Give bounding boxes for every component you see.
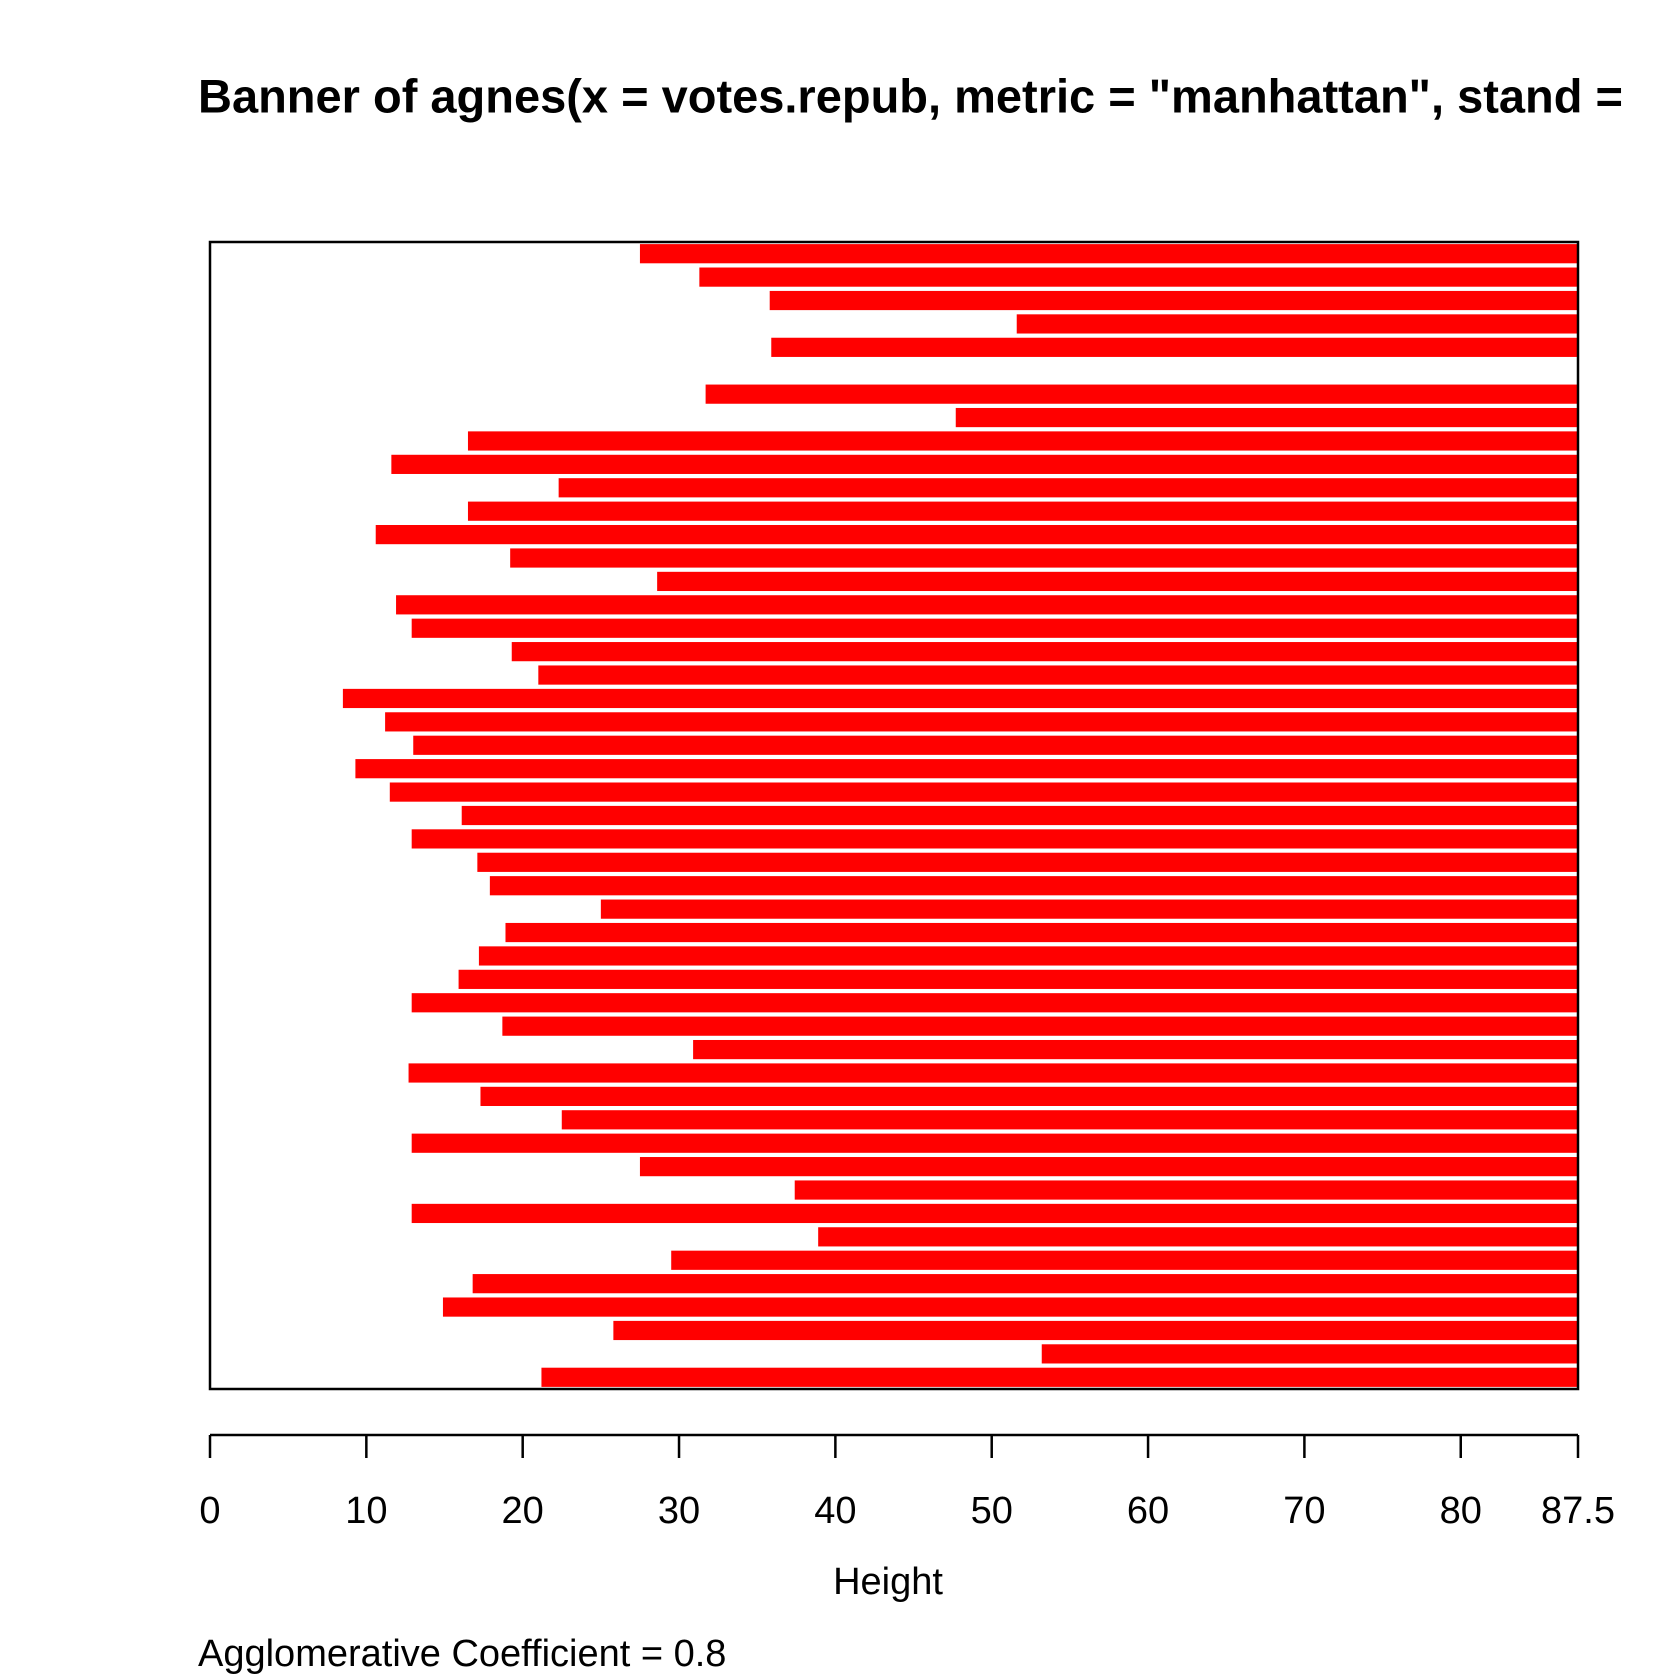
bar [502,1016,1579,1036]
x-tick-label: 20 [502,1490,544,1532]
bar [489,876,1578,896]
bar [671,1250,1578,1270]
bar [613,1320,1578,1341]
x-tick-label: 80 [1440,1490,1482,1532]
bar [1016,314,1578,334]
bar [342,688,1579,709]
bar [510,548,1579,568]
bar [461,805,1578,826]
bar [818,1227,1578,1247]
x-tick-label: 40 [814,1490,856,1532]
bar [771,337,1578,357]
bar [600,899,1578,919]
bar [511,642,1578,662]
bar [561,1110,1578,1130]
chart-title: Banner of agnes(x = votes.repub, metric … [198,69,1623,122]
bar [467,501,1579,521]
bar [639,1157,1578,1177]
bar [639,244,1578,264]
bar [480,1086,1578,1106]
x-tick-label: 70 [1283,1490,1325,1532]
bar [769,290,1578,311]
x-tick-label: 87.5 [1541,1490,1615,1532]
bar [411,1203,1579,1224]
bar [705,384,1578,404]
subtitle: Agglomerative Coefficient = 0.8 [198,1633,726,1675]
bar [375,525,1579,545]
bar [411,993,1579,1013]
bar [657,571,1578,592]
bar [505,922,1578,943]
x-tick-label: 0 [199,1490,220,1532]
x-tick-label: 60 [1127,1490,1169,1532]
bar [472,1274,1578,1294]
bar [1041,1344,1578,1364]
bar [538,665,1578,685]
x-tick-label: 50 [971,1490,1013,1532]
bar [442,1297,1578,1317]
bar [355,759,1578,779]
bar [693,1039,1578,1060]
bar [955,407,1578,428]
bar [541,1367,1579,1387]
plot-frame [208,240,1580,1391]
bar [478,946,1579,966]
bar [385,712,1578,732]
x-tick-label: 30 [658,1490,700,1532]
bar [413,735,1578,755]
bar [411,618,1579,638]
bar [391,454,1579,474]
x-tick-label: 10 [345,1490,387,1532]
bar [411,829,1579,849]
bar [699,267,1578,287]
bar [389,782,1578,802]
bar [558,478,1578,498]
bar [477,852,1578,872]
x-axis-label: Height [833,1561,943,1603]
bar [408,1063,1578,1083]
bar [396,595,1579,615]
bar [467,431,1579,451]
bar [458,969,1578,989]
bar [794,1180,1578,1200]
bar [411,1133,1579,1153]
